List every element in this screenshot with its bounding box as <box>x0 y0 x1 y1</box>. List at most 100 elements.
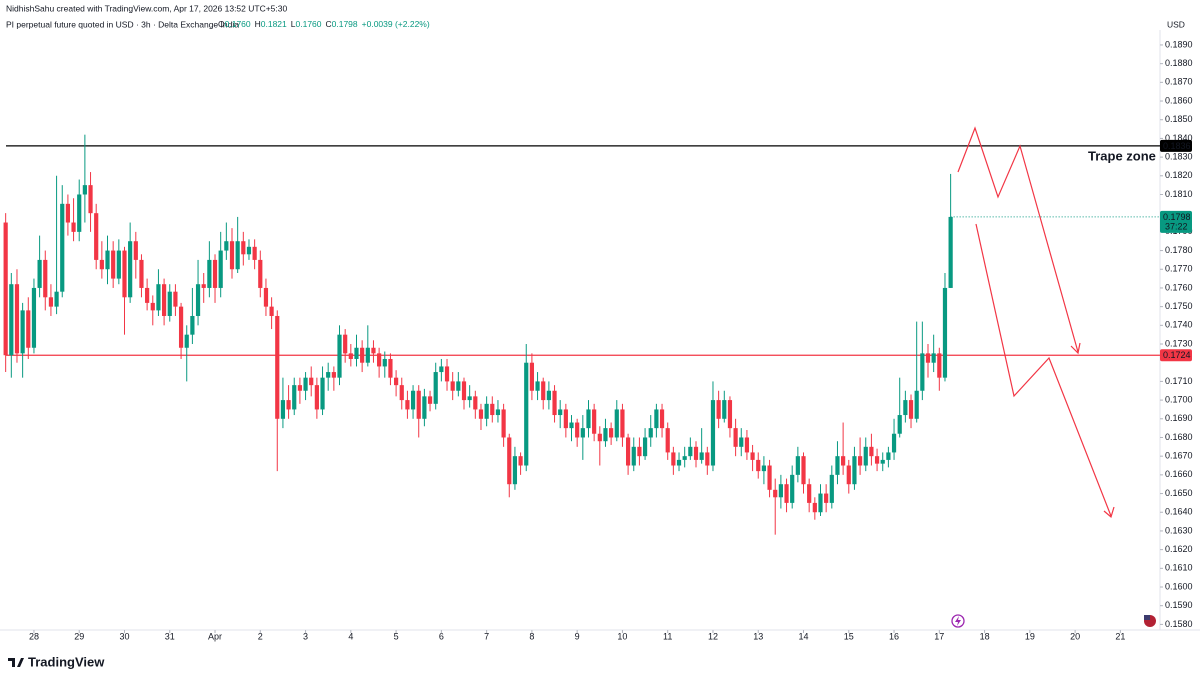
candle-body <box>490 403 495 416</box>
symbol: PI perpetual future quoted in USD · 3h ·… <box>6 19 239 29</box>
arrow-head <box>1103 506 1115 519</box>
ohlc-value: 0.1760 <box>225 19 251 29</box>
candle-body <box>495 409 501 416</box>
candle-body <box>139 259 144 288</box>
candle-body <box>26 310 31 348</box>
y-tick-label: 0.1880 <box>1165 58 1193 68</box>
candle-body <box>773 489 778 498</box>
candle-body <box>218 250 223 288</box>
candle-body <box>71 222 76 232</box>
logo-text: TradingView <box>28 654 105 669</box>
candle-body <box>145 287 150 303</box>
candle-body <box>393 377 399 386</box>
ohlc-value: 0.1760 <box>296 19 322 29</box>
candle-body <box>156 284 161 311</box>
candle-body <box>263 287 269 307</box>
x-tick-label: 15 <box>844 631 854 641</box>
plot-area <box>3 134 1160 535</box>
candle-body <box>14 284 20 354</box>
candle-body <box>614 409 619 438</box>
candle-body <box>665 428 670 453</box>
candle-body <box>337 334 342 378</box>
candle-body <box>512 456 518 485</box>
candle-body <box>195 284 201 316</box>
flag-canton <box>1144 615 1150 620</box>
candle-body <box>569 422 574 429</box>
event-icon-bolt <box>955 616 961 626</box>
candle-body <box>9 284 14 356</box>
y-tick-label: 0.1820 <box>1165 170 1193 180</box>
y-tick-label: 0.1730 <box>1165 338 1193 348</box>
candle-body <box>682 456 687 460</box>
x-tick-label: 9 <box>575 631 580 641</box>
candle-body <box>224 241 229 251</box>
candle-body <box>399 385 404 401</box>
candle-body <box>886 452 891 460</box>
candle-body <box>592 409 597 434</box>
candle-body <box>150 302 155 311</box>
candle-body <box>292 385 297 410</box>
candle-body <box>467 396 472 401</box>
candle-body <box>563 409 568 429</box>
candle-body <box>535 381 540 391</box>
candle-body <box>297 385 303 391</box>
candle-body <box>388 358 393 378</box>
candle-body <box>207 259 212 288</box>
candle-body <box>128 241 133 298</box>
x-tick-label: 2 <box>258 631 263 641</box>
candle-body <box>416 390 421 419</box>
y-tick-label: 0.1840 <box>1165 133 1193 143</box>
x-tick-label: 29 <box>74 631 84 641</box>
y-tick-label: 0.1750 <box>1165 301 1193 311</box>
ohlc-change: +0.0039 (+2.22%) <box>362 19 430 29</box>
y-tick-label: 0.1870 <box>1165 77 1193 87</box>
candle-body <box>778 484 783 498</box>
candle-body <box>478 409 484 419</box>
candle-body <box>94 213 99 260</box>
candle-body <box>20 310 25 354</box>
candle-body <box>382 358 387 367</box>
x-tick-label: 17 <box>934 631 944 641</box>
y-tick-label: 0.1810 <box>1165 189 1193 199</box>
candle-body <box>427 396 433 404</box>
candle-body <box>258 259 263 288</box>
candle-body <box>37 259 42 288</box>
ohlc-value: 0.1821 <box>261 19 287 29</box>
candle-body <box>43 259 48 298</box>
candle-body <box>575 422 580 438</box>
candle-body <box>241 241 246 255</box>
candle-body <box>631 446 636 466</box>
candle-body <box>863 446 868 466</box>
x-tick-label: 19 <box>1025 631 1035 641</box>
candle-body <box>82 185 87 195</box>
candle-body <box>931 353 936 363</box>
candle-body <box>365 347 370 363</box>
candle-body <box>710 400 716 466</box>
logo-mark <box>8 658 24 667</box>
x-tick-label: 11 <box>663 631 672 641</box>
x-tick-label: Apr <box>208 631 222 641</box>
candle-body <box>320 377 325 410</box>
x-tick-label: 13 <box>753 631 763 641</box>
candle-body <box>942 287 948 378</box>
candle-body <box>275 315 280 419</box>
candle-body <box>473 396 478 410</box>
candle-body <box>484 403 489 419</box>
candle-body <box>857 456 863 466</box>
candle-body <box>761 465 767 472</box>
x-tick-label: 4 <box>348 631 353 641</box>
candle-body <box>326 372 331 378</box>
y-tick-label: 0.1860 <box>1165 95 1193 105</box>
ohlc-readout: O0.1760 H0.1821 L0.1760 C0.1798 +0.0039 (+2.… <box>218 19 430 29</box>
candle-body <box>507 437 512 485</box>
candle-body <box>280 400 286 419</box>
x-tick-label: 20 <box>1070 631 1080 641</box>
candle-body <box>105 250 110 270</box>
y-tick-label: 0.1680 <box>1165 432 1193 442</box>
x-tick-label: 28 <box>29 631 39 641</box>
y-tick-label: 0.1620 <box>1165 544 1193 554</box>
candle-body <box>303 377 308 391</box>
candle-body <box>727 400 733 429</box>
ohlc-key: L <box>291 19 296 29</box>
candle-body <box>790 474 795 503</box>
